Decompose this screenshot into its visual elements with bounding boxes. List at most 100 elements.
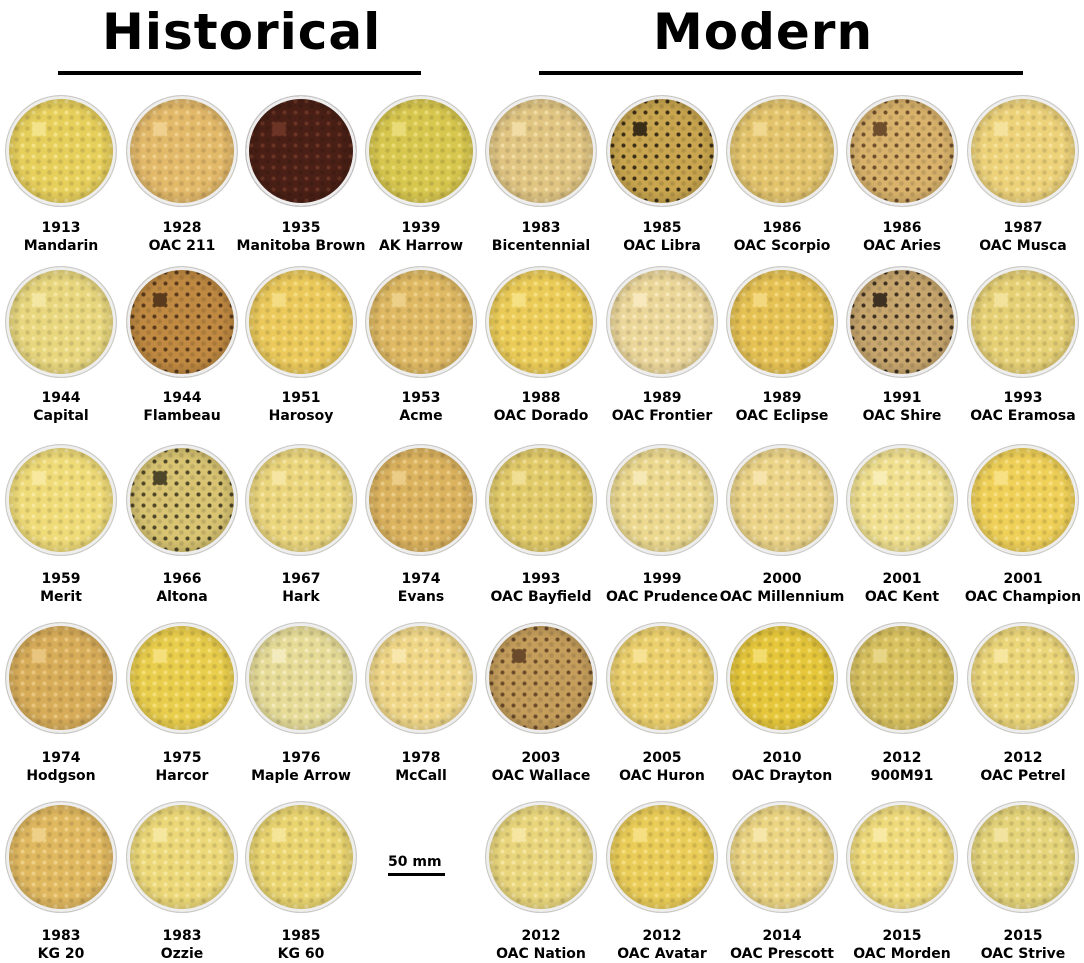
variety-label: 1959 Merit <box>0 570 131 606</box>
variety-year: 2001 <box>1003 571 1043 587</box>
seed-dish <box>245 622 357 734</box>
variety-year: 2015 <box>1003 928 1043 944</box>
seed-dish <box>967 266 1079 378</box>
seed-dish <box>245 95 357 207</box>
variety-label: 1944 Flambeau <box>112 389 252 425</box>
variety-label: 1978 McCall <box>351 749 491 785</box>
variety-label: 1985 KG 60 <box>231 927 371 963</box>
variety-name: OAC Millennium <box>719 589 845 605</box>
variety-name: OAC Strive <box>980 946 1066 962</box>
modern-heading: Modern <box>653 3 874 61</box>
variety-label: 1989 OAC Eclipse <box>712 389 852 425</box>
variety-name: Bicentennial <box>491 238 591 254</box>
variety-year: 1989 <box>642 390 682 406</box>
variety-name: Acme <box>399 408 443 424</box>
variety-name: Maple Arrow <box>251 768 351 784</box>
seed-dish <box>485 266 597 378</box>
variety-label: 1951 Harosoy <box>231 389 371 425</box>
seed-dish <box>365 266 477 378</box>
variety-name: OAC Prescott <box>730 946 834 962</box>
variety-name: OAC 211 <box>148 238 216 254</box>
seed-dish <box>967 95 1079 207</box>
variety-label: 1966 Altona <box>112 570 252 606</box>
variety-year: 1966 <box>162 571 202 587</box>
variety-year: 2010 <box>762 750 802 766</box>
variety-name: OAC Scorpio <box>733 238 831 254</box>
variety-name: Merit <box>40 589 82 605</box>
variety-year: 1989 <box>762 390 802 406</box>
seed-dish <box>606 444 718 556</box>
variety-label: 1939 AK Harrow <box>351 219 491 255</box>
variety-year: 1975 <box>162 750 202 766</box>
variety-year: 2005 <box>642 750 682 766</box>
seed-dish <box>846 95 958 207</box>
variety-name: OAC Nation <box>496 946 586 962</box>
variety-label: 1988 OAC Dorado <box>471 389 611 425</box>
variety-label: 2005 OAC Huron <box>592 749 732 785</box>
variety-year: 1985 <box>642 220 682 236</box>
variety-label: 1953 Acme <box>351 389 491 425</box>
variety-year: 2014 <box>762 928 802 944</box>
variety-year: 2015 <box>882 928 922 944</box>
variety-label: 1983 KG 20 <box>0 927 131 963</box>
seed-dish <box>5 444 117 556</box>
variety-year: 1986 <box>882 220 922 236</box>
variety-year: 1928 <box>162 220 202 236</box>
variety-year: 1967 <box>281 571 321 587</box>
variety-year: 1983 <box>162 928 202 944</box>
variety-label: 2012 OAC Avatar <box>592 927 732 963</box>
variety-year: 2000 <box>762 571 802 587</box>
variety-label: 1993 OAC Bayfield <box>471 570 611 606</box>
seed-dish <box>846 622 958 734</box>
variety-year: 2012 <box>521 928 561 944</box>
seed-dish <box>126 266 238 378</box>
variety-year: 1978 <box>401 750 441 766</box>
variety-label: 1991 OAC Shire <box>832 389 972 425</box>
variety-label: 1999 OAC Prudence <box>592 570 732 606</box>
variety-year: 1913 <box>41 220 81 236</box>
variety-label: 1983 Ozzie <box>112 927 252 963</box>
variety-name: OAC Morden <box>853 946 951 962</box>
seed-dish <box>967 622 1079 734</box>
variety-name: OAC Prudence <box>606 589 718 605</box>
variety-name: 900M91 <box>870 768 934 784</box>
variety-label: 1976 Maple Arrow <box>231 749 371 785</box>
variety-year: 2001 <box>882 571 922 587</box>
variety-year: 1974 <box>41 750 81 766</box>
seed-dish <box>967 801 1079 913</box>
variety-name: KG 20 <box>37 946 85 962</box>
variety-label: 1944 Capital <box>0 389 131 425</box>
variety-year: 1985 <box>281 928 321 944</box>
variety-label: 2012 900M91 <box>832 749 972 785</box>
variety-label: 1974 Hodgson <box>0 749 131 785</box>
variety-name: Flambeau <box>143 408 221 424</box>
variety-name: Manitoba Brown <box>236 238 366 254</box>
variety-year: 2012 <box>642 928 682 944</box>
variety-label: 1913 Mandarin <box>0 219 131 255</box>
variety-name: OAC Dorado <box>493 408 589 424</box>
variety-year: 1951 <box>281 390 321 406</box>
seed-dish <box>245 266 357 378</box>
variety-name: Hark <box>282 589 320 605</box>
variety-label: 2010 OAC Drayton <box>712 749 852 785</box>
variety-name: KG 60 <box>277 946 325 962</box>
variety-label: 2003 OAC Wallace <box>471 749 611 785</box>
variety-label: 1967 Hark <box>231 570 371 606</box>
variety-year: 2012 <box>1003 750 1043 766</box>
seed-dish <box>846 801 958 913</box>
variety-year: 1935 <box>281 220 321 236</box>
variety-label: 2015 OAC Morden <box>832 927 972 963</box>
variety-year: 1988 <box>521 390 561 406</box>
seed-dish <box>846 266 958 378</box>
variety-name: OAC Drayton <box>731 768 833 784</box>
seed-dish <box>726 95 838 207</box>
variety-name: OAC Bayfield <box>490 589 592 605</box>
seed-dish <box>126 444 238 556</box>
variety-year: 1944 <box>162 390 202 406</box>
seed-dish <box>485 622 597 734</box>
variety-name: OAC Kent <box>864 589 940 605</box>
seed-dish <box>606 95 718 207</box>
seed-dish <box>126 801 238 913</box>
variety-year: 2003 <box>521 750 561 766</box>
